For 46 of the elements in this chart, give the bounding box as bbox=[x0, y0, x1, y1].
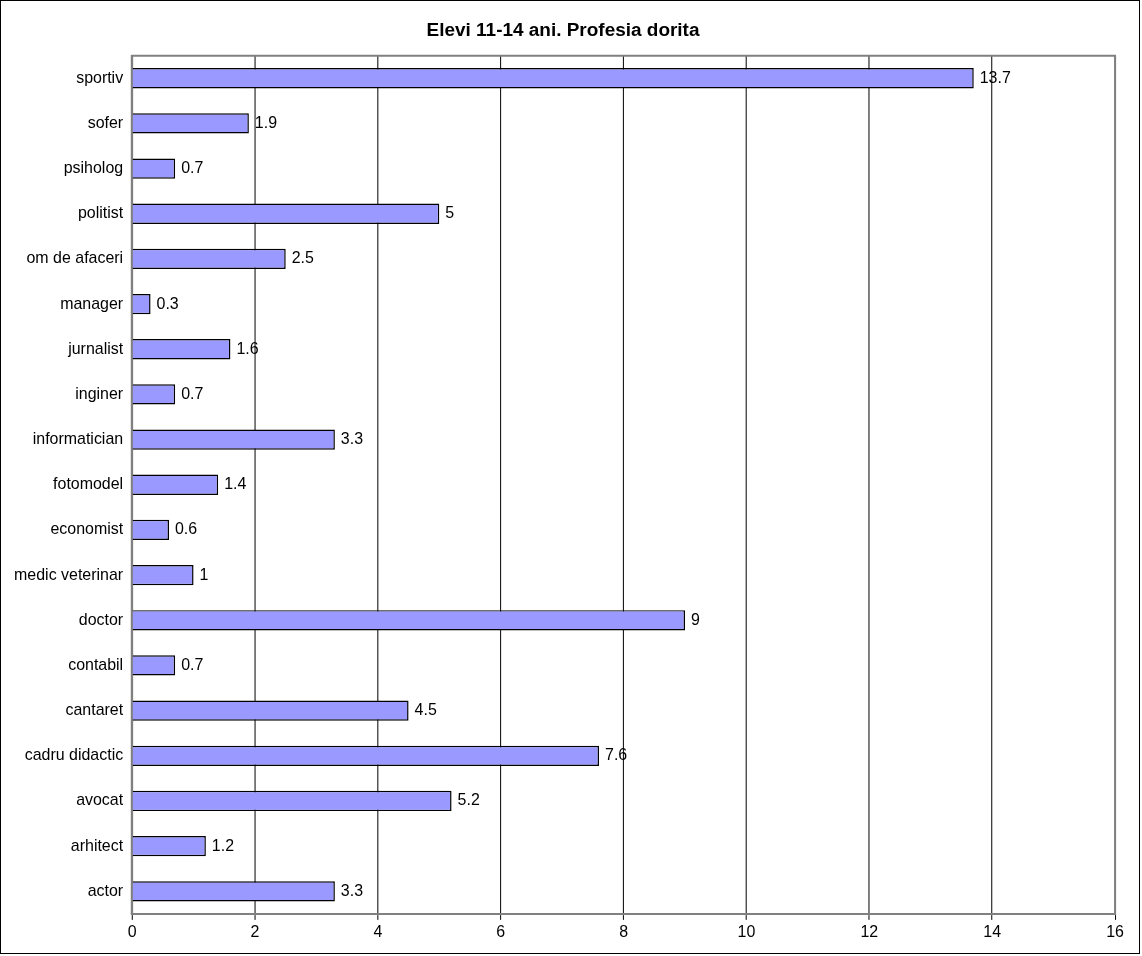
data-label: 0.7 bbox=[181, 655, 204, 673]
x-tick-label: 2 bbox=[250, 922, 260, 940]
data-label: 3.3 bbox=[340, 881, 364, 899]
y-tick-label: sofer bbox=[87, 113, 124, 131]
y-tick-label: jurnalist bbox=[67, 339, 124, 357]
y-tick-label: contabil bbox=[68, 655, 124, 673]
data-label: 3.3 bbox=[340, 430, 364, 448]
y-tick-label: om de afaceri bbox=[26, 249, 124, 267]
data-label: 1.4 bbox=[224, 475, 247, 493]
y-tick-label: politist bbox=[77, 204, 124, 222]
y-tick-label: fotomodel bbox=[53, 475, 124, 493]
data-label: 0.7 bbox=[181, 159, 204, 176]
data-label: 0.3 bbox=[156, 294, 179, 312]
data-label: 9 bbox=[691, 610, 701, 628]
data-label: 4.5 bbox=[414, 701, 437, 719]
y-tick-label: cantaret bbox=[65, 701, 124, 719]
data-label: 1.6 bbox=[236, 339, 259, 357]
x-tick-label: 8 bbox=[619, 922, 629, 940]
y-tick-label: doctor bbox=[78, 610, 124, 628]
data-label: 1.9 bbox=[254, 113, 278, 131]
chart-title: Elevi 11-14 ani. Profesia dorita bbox=[426, 18, 700, 40]
data-label: 0.6 bbox=[174, 520, 198, 538]
data-label: 5 bbox=[445, 204, 455, 222]
y-tick-label: arhitect bbox=[70, 836, 124, 854]
data-label: 1.2 bbox=[211, 836, 235, 854]
y-tick-label: cadru didactic bbox=[24, 746, 124, 764]
y-tick-label: sportiv bbox=[76, 68, 124, 86]
data-label: 0.7 bbox=[181, 384, 204, 402]
y-tick-label: informatician bbox=[32, 430, 124, 448]
data-label: 1 bbox=[199, 565, 209, 583]
x-tick-label: 6 bbox=[496, 922, 506, 940]
data-label: 5.2 bbox=[457, 791, 480, 809]
y-tick-label: psiholog bbox=[63, 159, 124, 176]
y-tick-label: inginer bbox=[75, 384, 124, 402]
x-tick-label: 10 bbox=[737, 922, 756, 940]
y-tick-label: economist bbox=[50, 520, 124, 538]
x-tick-label: 14 bbox=[983, 922, 1002, 940]
y-tick-label: actor bbox=[87, 881, 124, 899]
y-tick-label: medic veterinar bbox=[14, 565, 124, 583]
data-label: 2.5 bbox=[291, 249, 315, 267]
y-tick-label: avocat bbox=[76, 791, 124, 809]
x-tick-label: 16 bbox=[1106, 922, 1125, 940]
x-tick-label: 4 bbox=[373, 922, 383, 940]
x-tick-label: 0 bbox=[127, 922, 137, 940]
y-tick-label: manager bbox=[60, 294, 124, 312]
x-tick-label: 12 bbox=[860, 922, 879, 940]
